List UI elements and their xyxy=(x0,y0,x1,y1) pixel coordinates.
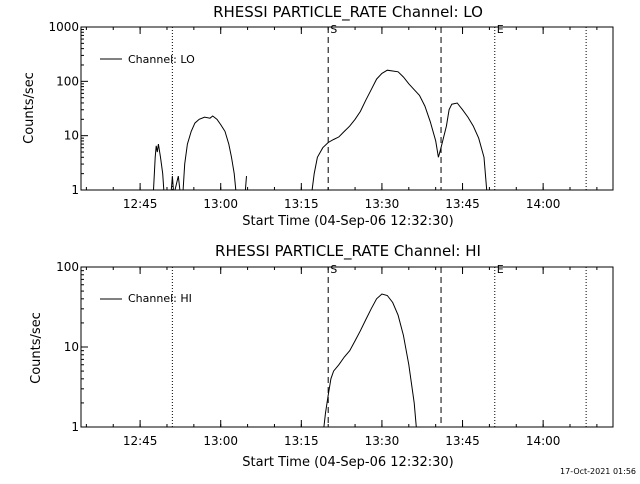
x-axis-title: Start Time (04-Sep-06 12:32:30) xyxy=(242,214,453,229)
x-tick-label: 13:00 xyxy=(203,197,238,211)
legend-label: Channel: LO xyxy=(128,53,195,66)
chart-title: RHESSI PARTICLE_RATE Channel: LO xyxy=(213,3,483,22)
x-tick-label: 14:00 xyxy=(526,434,561,448)
x-tick-label: 12:45 xyxy=(123,197,158,211)
y-tick-label: 1 xyxy=(71,183,79,197)
legend-label: Channel: HI xyxy=(128,292,192,305)
series-line xyxy=(311,69,488,191)
panel-lo: RHESSI PARTICLE_RATE Channel: LO Start T… xyxy=(22,3,614,229)
series-line xyxy=(244,176,247,191)
panel-hi: RHESSI PARTICLE_RATE Channel: HI Start T… xyxy=(29,242,614,470)
x-tick-label: 13:00 xyxy=(203,434,238,448)
x-tick-label: 13:15 xyxy=(284,197,319,211)
series-line xyxy=(174,175,181,191)
x-tick-label: 14:00 xyxy=(526,197,561,211)
marker-label: S xyxy=(330,23,337,36)
marker-label: S xyxy=(330,263,337,276)
y-tick-label: 1 xyxy=(71,420,79,434)
marker-label: E xyxy=(497,23,504,36)
x-axis-title: Start Time (04-Sep-06 12:32:30) xyxy=(242,455,453,470)
x-tick-label: 13:30 xyxy=(365,197,400,211)
x-tick-label: 13:15 xyxy=(284,434,319,448)
x-tick-label: 13:45 xyxy=(445,197,480,211)
y-tick-label: 10 xyxy=(64,129,79,143)
y-axis-title: Counts/sec xyxy=(22,72,37,144)
series-line xyxy=(170,176,174,191)
y-tick-label: 1000 xyxy=(48,20,79,34)
x-tick-label: 12:45 xyxy=(123,434,158,448)
y-tick-label: 10 xyxy=(64,340,79,354)
y-axis-title: Counts/sec xyxy=(29,312,44,384)
series-line xyxy=(153,144,165,191)
marker-label: E xyxy=(497,263,504,276)
x-tick-label: 13:30 xyxy=(365,434,400,448)
y-tick-label: 100 xyxy=(56,74,79,88)
x-tick-label: 13:45 xyxy=(445,434,480,448)
series-line xyxy=(323,293,417,428)
chart-title: RHESSI PARTICLE_RATE Channel: HI xyxy=(215,242,481,261)
plot-frame xyxy=(80,266,614,428)
plot-frame xyxy=(80,26,614,191)
y-tick-label: 100 xyxy=(56,260,79,274)
timestamp-footer: 17-Oct-2021 01:56 xyxy=(560,467,636,476)
series-line xyxy=(182,115,237,191)
